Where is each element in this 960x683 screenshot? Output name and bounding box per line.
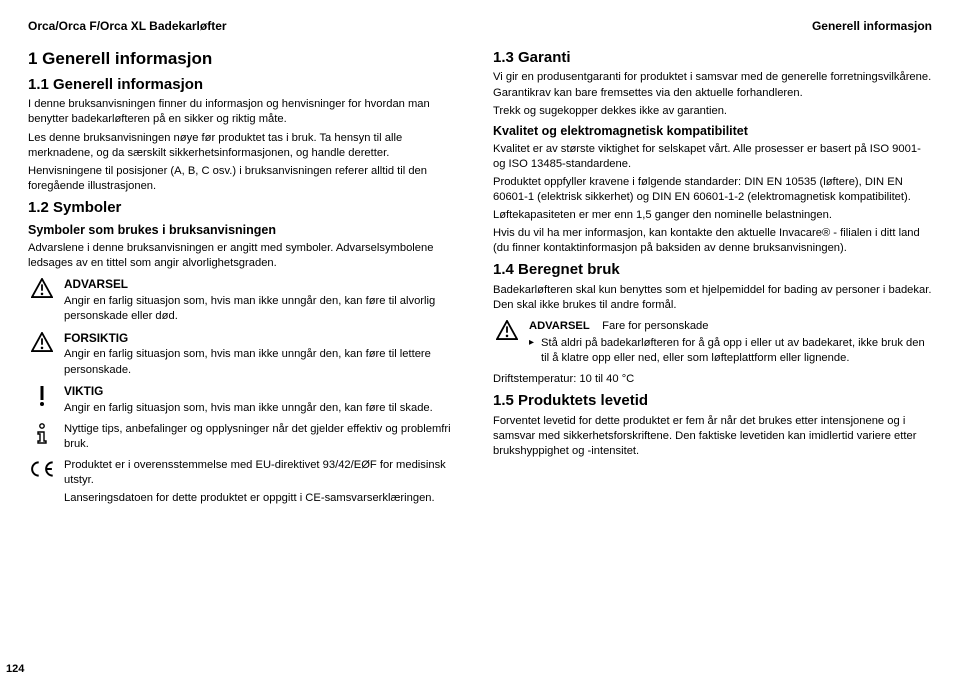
section-1-5-title: 1.5 Produktets levetid: [493, 391, 932, 411]
danger-block: ADVARSEL Fare for personskade Stå aldri …: [493, 319, 932, 366]
header-left: Orca/Orca F/Orca XL Badekarløfter: [28, 18, 227, 34]
operating-temp: Driftstemperatur: 10 til 40 °C: [493, 372, 932, 387]
section-1-1-title: 1.1 Generell informasjon: [28, 75, 467, 95]
important-body: Angir en farlig situasjon som, hvis man …: [64, 402, 433, 414]
header-right: Generell informasjon: [812, 18, 932, 34]
section-1-1-para: I denne bruksanvisningen finner du infor…: [28, 97, 467, 127]
quality-subhead: Kvalitet og elektromagnetisk kompatibili…: [493, 123, 932, 140]
caution-title: FORSIKTIG: [64, 331, 467, 347]
section-1-1-para: Henvisningene til posisjoner (A, B, C os…: [28, 164, 467, 194]
important-title: VIKTIG: [64, 384, 467, 400]
tip-body: Nyttige tips, anbefalinger og opplysning…: [64, 423, 451, 450]
section-1-3-para: Vi gir en produsentgaranti for produktet…: [493, 70, 932, 100]
exclamation-icon: [28, 384, 56, 407]
warning-triangle-icon: [28, 277, 56, 298]
caution-block: FORSIKTIG Angir en farlig situasjon som,…: [28, 331, 467, 378]
content-columns: 1 Generell informasjon 1.1 Generell info…: [28, 48, 932, 511]
right-column: 1.3 Garanti Vi gir en produsentgaranti f…: [493, 48, 932, 511]
section-1-2-subhead: Symboler som brukes i bruksanvisningen: [28, 222, 467, 239]
quality-para: Hvis du vil ha mer informasjon, kan kont…: [493, 226, 932, 256]
warning-triangle-icon: [493, 319, 521, 340]
section-1-2-title: 1.2 Symboler: [28, 198, 467, 218]
ce-block: Produktet er i overensstemmelse med EU-d…: [28, 458, 467, 509]
warning-block: ADVARSEL Angir en farlig situasjon som, …: [28, 277, 467, 324]
page-number: 124: [6, 662, 24, 677]
caution-body: Angir en farlig situasjon som, hvis man …: [64, 348, 431, 375]
warning-triangle-icon: [28, 331, 56, 352]
quality-para: Produktet oppfyller kravene i følgende s…: [493, 175, 932, 205]
tip-block: Nyttige tips, anbefalinger og opplysning…: [28, 422, 467, 452]
ce-body: Produktet er i overensstemmelse med EU-d…: [64, 458, 467, 488]
page-header: Orca/Orca F/Orca XL Badekarløfter Genere…: [28, 18, 932, 34]
section-1-3-para: Trekk og sugekopper dekkes ikke av garan…: [493, 104, 932, 119]
section-1-4-title: 1.4 Beregnet bruk: [493, 260, 932, 280]
ce-body: Lanseringsdatoen for dette produktet er …: [64, 491, 467, 506]
warning-title: ADVARSEL: [64, 277, 467, 293]
quality-para: Løftekapasiteten er mer enn 1,5 ganger d…: [493, 208, 932, 223]
info-icon: [28, 422, 56, 445]
quality-para: Kvalitet er av største viktighet for sel…: [493, 142, 932, 172]
ce-mark-icon: [28, 458, 56, 479]
section-1-3-title: 1.3 Garanti: [493, 48, 932, 68]
section-1-4-para: Badekarløfteren skal kun benyttes som et…: [493, 283, 932, 313]
section-1-2-para: Advarslene i denne bruksanvisningen er a…: [28, 241, 467, 271]
left-column: 1 Generell informasjon 1.1 Generell info…: [28, 48, 467, 511]
section-1-title: 1 Generell informasjon: [28, 48, 467, 71]
section-1-1-para: Les denne bruksanvisningen nøye før prod…: [28, 131, 467, 161]
important-block: VIKTIG Angir en farlig situasjon som, hv…: [28, 384, 467, 416]
danger-title: ADVARSEL: [529, 320, 590, 332]
danger-subtitle: Fare for personskade: [602, 320, 708, 332]
danger-body: Stå aldri på badekarløfteren for å gå op…: [529, 336, 932, 366]
section-1-5-para: Forventet levetid for dette produktet er…: [493, 414, 932, 459]
warning-body: Angir en farlig situasjon som, hvis man …: [64, 295, 435, 322]
